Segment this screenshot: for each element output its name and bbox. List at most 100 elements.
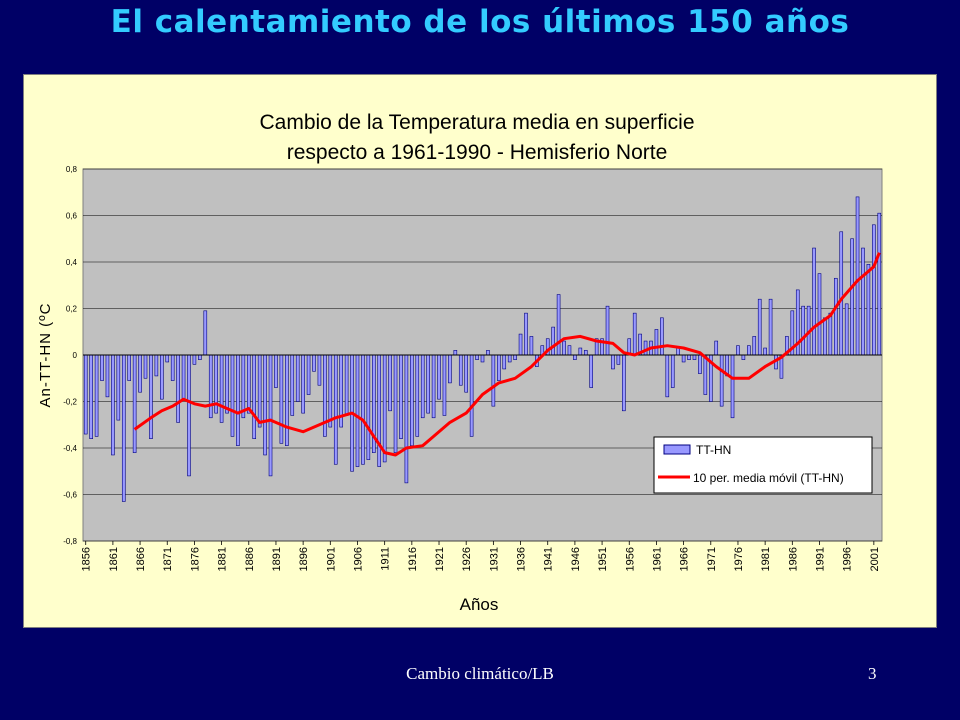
bar [665,354,670,398]
x-tick-label: 1861 [108,547,120,571]
y-tick-label: 0,2 [66,305,78,314]
bar [442,354,447,416]
x-tick-label: 1881 [217,547,229,571]
bar [420,354,425,419]
x-tick-label: 1956 [624,547,636,571]
bar [567,345,572,356]
bar [687,354,691,360]
bar [160,354,164,400]
bar [431,354,436,419]
x-tick-label: 1906 [353,547,365,571]
bar [573,354,577,360]
bar [589,354,594,388]
bar [855,196,860,356]
bar [616,354,621,365]
bar [121,354,126,502]
bar [736,345,740,356]
bar [692,354,697,360]
x-tick-label: 1891 [271,547,283,571]
y-tick-label: 0 [73,351,78,360]
bar [502,354,507,370]
x-tick-label: 1981 [760,547,772,571]
bar [660,317,664,356]
bar [828,312,833,356]
bar [377,354,382,467]
y-tick-label: 0,4 [66,258,78,267]
bar [872,224,876,356]
bar [111,354,115,456]
chart-legend: TT-HN 10 per. media móvil (TT-HN) [653,436,873,494]
bar [605,305,610,356]
x-tick-label: 1946 [570,547,582,571]
bar [611,354,615,370]
bar [486,350,490,356]
x-tick-label: 1936 [516,547,528,571]
bar [632,312,637,356]
bar [279,354,284,444]
bar [127,354,131,381]
bar [257,354,262,428]
chart-panel: Cambio de la Temperatura media en superf… [23,74,937,628]
bar [757,298,762,356]
bar [317,354,322,386]
x-tick-label: 1921 [434,547,446,571]
bar [165,354,170,363]
x-tick-label: 1951 [597,547,609,571]
bar [225,354,229,414]
bar [388,354,392,412]
bar [208,354,213,419]
bar [719,354,724,407]
bar [703,354,708,395]
bar [524,312,528,356]
bar [198,354,202,360]
x-tick-label: 1976 [733,547,745,571]
bar [361,354,365,465]
bar [116,354,121,421]
x-tick-label: 1876 [189,547,201,571]
bar [312,354,316,372]
legend-bar-label: TT-HN [696,443,731,457]
bar [219,354,224,423]
bar [714,340,719,356]
footer-text: Cambio climático/LB [406,664,554,683]
bar [328,354,333,428]
bar [866,264,871,356]
bar [768,298,773,356]
bar [83,354,88,435]
bar [670,354,675,388]
bar [393,354,398,453]
bar [382,354,387,463]
bar [94,354,99,437]
bar [295,354,300,402]
x-tick-label: 1961 [651,547,663,571]
bar [192,354,197,365]
bar [154,354,159,377]
bar [850,238,854,356]
y-tick-label: -0,4 [63,444,77,453]
bar [747,345,751,356]
x-tick-label: 1916 [407,547,419,571]
bar [752,336,757,356]
moving-average-series [133,252,881,457]
bar [578,347,583,356]
x-tick-label: 1941 [543,547,555,571]
bar [355,354,360,467]
x-tick-label: 1911 [380,547,392,571]
bar [730,354,735,419]
bar [518,333,523,356]
x-axis-label: Años [460,595,499,614]
slide-title: El calentamiento de los últimos 150 años [110,4,850,40]
x-axis-ticks: 1856 1861 1866 1871 1876 1881 1886 1891 1896 1901… [81,541,881,571]
bar [203,310,208,356]
bar [399,354,403,439]
bar [246,354,251,414]
bar [138,354,142,393]
x-tick-label: 1896 [298,547,310,571]
bar [263,354,267,456]
bar [551,326,555,356]
bar [333,354,338,465]
page-number: 3 [868,664,877,683]
bar [681,354,686,363]
bar [562,340,566,356]
bar [839,231,844,356]
